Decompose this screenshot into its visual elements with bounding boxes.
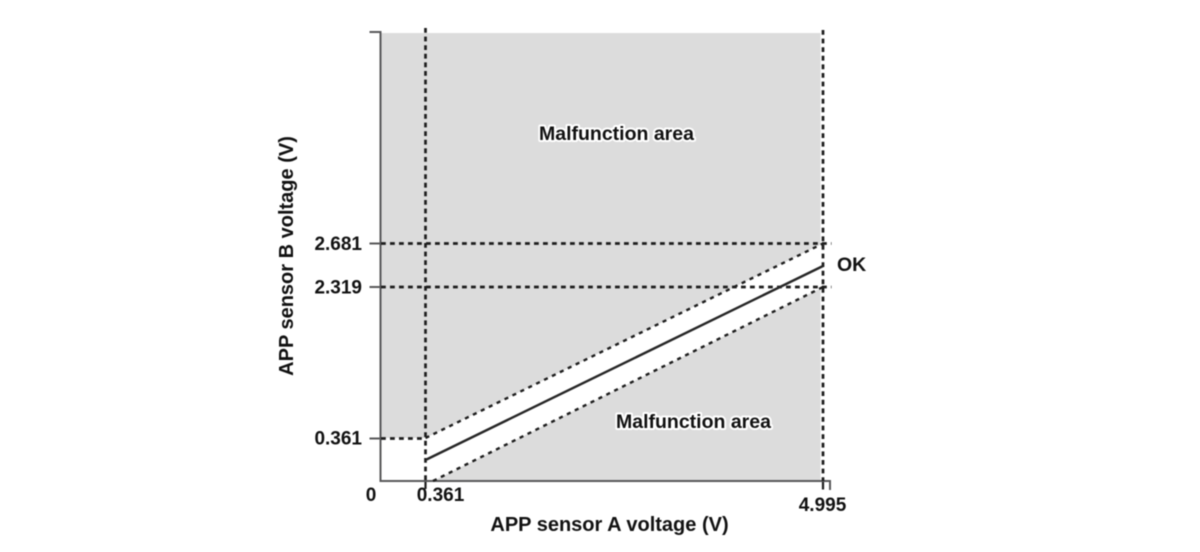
svg-text:Malfunction area: Malfunction area [616, 411, 771, 433]
svg-text:0: 0 [366, 485, 377, 506]
svg-text:OK: OK [837, 254, 866, 276]
svg-text:0.361: 0.361 [417, 485, 465, 506]
svg-text:2.681: 2.681 [314, 234, 362, 255]
svg-text:Malfunction area: Malfunction area [539, 123, 694, 145]
svg-text:4.995: 4.995 [799, 495, 847, 516]
svg-text:2.319: 2.319 [314, 278, 362, 299]
svg-text:APP sensor A voltage (V): APP sensor A voltage (V) [490, 514, 728, 536]
svg-text:0.361: 0.361 [314, 429, 362, 450]
svg-text:APP sensor B voltage (V): APP sensor B voltage (V) [276, 136, 298, 376]
